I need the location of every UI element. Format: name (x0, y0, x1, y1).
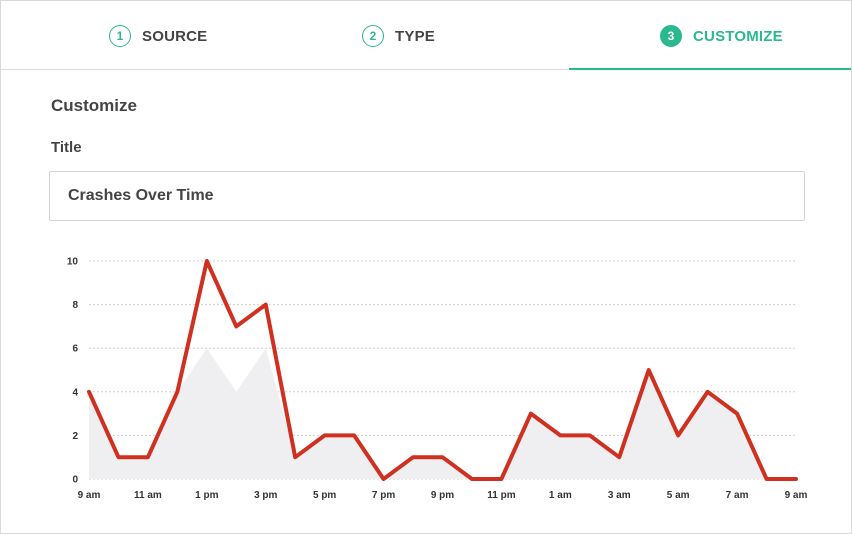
wizard-steps: 1 SOURCE 2 TYPE 3 CUSTOMIZE (1, 1, 851, 70)
y-tick-label: 2 (72, 431, 78, 442)
x-tick-label: 3 pm (254, 490, 277, 501)
area-series (89, 348, 796, 479)
x-tick-label: 9 am (785, 490, 808, 501)
active-step-indicator (569, 68, 851, 70)
y-tick-label: 10 (67, 257, 79, 268)
x-tick-label: 3 am (608, 490, 631, 501)
x-tick-label: 5 am (667, 490, 690, 501)
y-tick-label: 6 (72, 344, 78, 355)
x-tick-label: 1 pm (195, 490, 218, 501)
step-type[interactable]: 2 TYPE (362, 23, 435, 49)
x-tick-label: 5 pm (313, 490, 336, 501)
section-title: Customize (51, 96, 137, 115)
step-label: TYPE (395, 27, 435, 45)
x-tick-label: 7 am (726, 490, 749, 501)
x-tick-label: 11 am (134, 490, 162, 501)
step-customize[interactable]: 3 CUSTOMIZE (660, 23, 783, 49)
title-input[interactable] (49, 171, 805, 221)
step-number: 1 (109, 25, 131, 47)
step-label: SOURCE (142, 27, 208, 45)
line-series (87, 259, 798, 481)
x-tick-label: 7 pm (372, 490, 395, 501)
step-label: CUSTOMIZE (693, 27, 783, 45)
step-number: 2 (362, 25, 384, 47)
x-tick-label: 9 am (78, 490, 101, 501)
y-tick-label: 8 (72, 300, 78, 311)
y-tick-label: 0 (72, 475, 78, 486)
crashes-line-chart: 0 2 4 6 8 10 9 am 11 am 1 pm 3 pm 5 pm 7 pm 9 pm 11 … (67, 257, 808, 502)
x-tick-label: 1 am (549, 490, 572, 501)
title-label: Title (51, 139, 82, 156)
step-source[interactable]: 1 SOURCE (109, 23, 207, 49)
step-number: 3 (660, 25, 682, 47)
x-tick-label: 9 pm (431, 490, 454, 501)
y-tick-label: 4 (72, 387, 78, 398)
x-tick-label: 11 pm (487, 490, 515, 501)
